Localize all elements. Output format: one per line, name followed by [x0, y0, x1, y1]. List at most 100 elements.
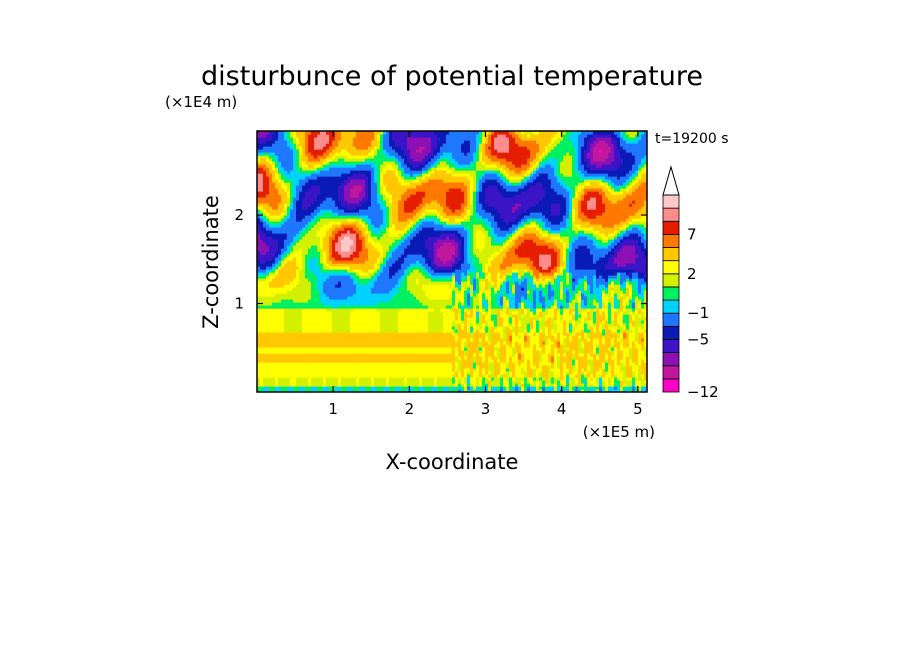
- field-cell: [356, 344, 360, 348]
- field-cell: [287, 311, 291, 315]
- field-cell: [293, 326, 297, 330]
- field-cell: [575, 365, 579, 369]
- field-cell: [614, 386, 618, 390]
- field-cell: [467, 365, 471, 369]
- field-cell: [329, 290, 333, 294]
- field-cell: [521, 371, 525, 375]
- field-cell: [323, 386, 327, 390]
- field-cell: [386, 356, 390, 360]
- field-cell: [551, 278, 555, 282]
- field-cell: [284, 368, 288, 372]
- field-cell: [506, 284, 510, 288]
- field-cell: [506, 335, 510, 339]
- field-cell: [521, 338, 525, 342]
- field-cell: [326, 311, 330, 315]
- field-cell: [614, 284, 618, 288]
- field-cell: [344, 314, 348, 318]
- field-cell: [521, 353, 525, 357]
- field-cell: [422, 335, 426, 339]
- field-cell: [290, 308, 294, 312]
- field-cell: [299, 350, 303, 354]
- field-cell: [350, 335, 354, 339]
- field-cell: [452, 338, 456, 342]
- field-cell: [497, 296, 501, 300]
- field-cell: [593, 377, 597, 381]
- field-cell: [266, 326, 270, 330]
- field-cell: [452, 365, 456, 369]
- field-cell: [608, 335, 612, 339]
- field-cell: [620, 311, 624, 315]
- field-cell: [485, 383, 489, 387]
- field-cell: [563, 365, 567, 369]
- field-cell: [428, 341, 432, 345]
- field-cell: [395, 347, 399, 351]
- field-cell: [320, 287, 324, 291]
- field-cell: [428, 377, 432, 381]
- field-cell: [629, 350, 633, 354]
- field-cell: [593, 383, 597, 387]
- field-cell: [299, 356, 303, 360]
- field-cell: [560, 341, 564, 345]
- field-cell: [491, 329, 495, 333]
- field-cell: [488, 347, 492, 351]
- field-cell: [584, 326, 588, 330]
- field-cell: [548, 332, 552, 336]
- field-cell: [401, 341, 405, 345]
- field-cell: [401, 317, 405, 321]
- field-cell: [569, 344, 573, 348]
- field-cell: [629, 278, 633, 282]
- field-cell: [542, 374, 546, 378]
- field-cell: [500, 380, 504, 384]
- field-cell: [635, 287, 639, 291]
- field-cell: [428, 389, 432, 392]
- field-cell: [590, 338, 594, 342]
- field-cell: [431, 305, 435, 309]
- field-cell: [347, 296, 351, 300]
- field-cell: [443, 386, 447, 390]
- field-cell: [284, 377, 288, 381]
- field-cell: [635, 278, 639, 282]
- field-cell: [620, 317, 624, 321]
- field-cell: [257, 284, 261, 288]
- field-cell: [269, 326, 273, 330]
- field-cell: [431, 332, 435, 336]
- field-cell: [593, 359, 597, 363]
- field-cell: [620, 356, 624, 360]
- field-cell: [569, 359, 573, 363]
- field-cell: [452, 374, 456, 378]
- field-cell: [644, 374, 647, 378]
- field-cell: [422, 380, 426, 384]
- field-cell: [314, 365, 318, 369]
- field-cell: [440, 356, 444, 360]
- field-cell: [437, 326, 441, 330]
- field-cell: [620, 341, 624, 345]
- field-cell: [260, 308, 264, 312]
- field-cell: [590, 323, 594, 327]
- field-cell: [365, 371, 369, 375]
- field-cell: [584, 362, 588, 366]
- field-cell: [344, 317, 348, 321]
- field-cell: [416, 317, 420, 321]
- field-cell: [305, 314, 309, 318]
- field-cell: [302, 314, 306, 318]
- field-cell: [503, 338, 507, 342]
- field-cell: [296, 296, 300, 300]
- field-cell: [332, 341, 336, 345]
- field-cell: [422, 347, 426, 351]
- field-cell: [623, 380, 627, 384]
- field-cell: [542, 332, 546, 336]
- field-cell: [371, 284, 375, 288]
- field-cell: [644, 341, 647, 345]
- field-cell: [485, 305, 489, 309]
- field-cell: [341, 317, 345, 321]
- field-cell: [299, 380, 303, 384]
- field-cell: [386, 320, 390, 324]
- field-cell: [380, 305, 384, 309]
- field-cell: [392, 305, 396, 309]
- field-cell: [542, 359, 546, 363]
- field-cell: [317, 359, 321, 363]
- field-cell: [491, 305, 495, 309]
- field-cell: [335, 335, 339, 339]
- field-cell: [359, 344, 363, 348]
- field-cell: [491, 353, 495, 357]
